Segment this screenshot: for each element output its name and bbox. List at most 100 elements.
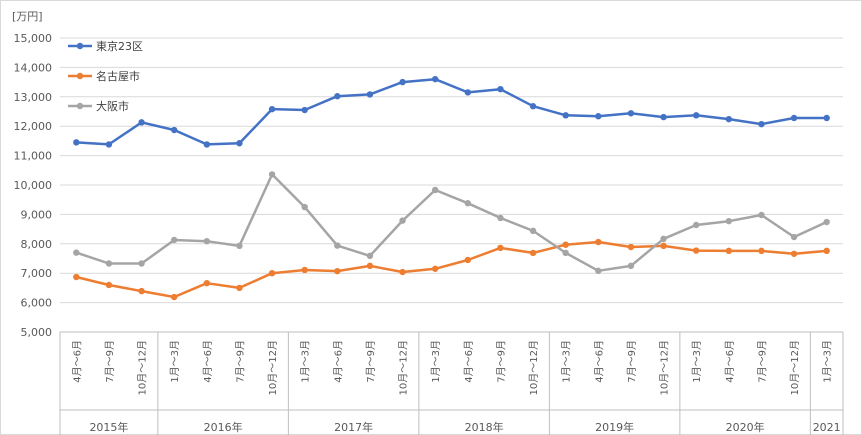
x-year-label: 2017年 bbox=[334, 420, 373, 434]
series-line bbox=[76, 240, 827, 299]
series-group bbox=[73, 238, 830, 301]
data-point bbox=[595, 267, 602, 275]
data-point bbox=[627, 110, 635, 117]
y-tick-label: 13,000 bbox=[14, 91, 53, 104]
data-point bbox=[725, 247, 733, 255]
data-point bbox=[595, 113, 602, 120]
data-point bbox=[725, 115, 733, 123]
x-tick-label: 1月～3月 bbox=[169, 340, 181, 383]
y-tick-label: 6,000 bbox=[21, 297, 53, 310]
x-tick-label: 4月～6月 bbox=[724, 340, 736, 383]
data-point bbox=[595, 238, 602, 246]
data-point bbox=[790, 250, 798, 257]
data-point bbox=[790, 114, 798, 122]
x-tick-label: 1月～3月 bbox=[822, 340, 834, 383]
data-point bbox=[301, 203, 308, 211]
data-point bbox=[464, 256, 472, 264]
legend-label: 東京23区 bbox=[96, 39, 143, 53]
data-point bbox=[562, 241, 569, 248]
data-point bbox=[301, 106, 308, 114]
data-point bbox=[334, 242, 341, 249]
y-unit-label: [万円] bbox=[12, 10, 43, 23]
data-point bbox=[431, 186, 439, 194]
data-point bbox=[660, 113, 667, 121]
data-point bbox=[758, 247, 765, 255]
x-tick-label: 7月～9月 bbox=[756, 340, 768, 383]
data-point bbox=[529, 227, 537, 235]
x-tick-label: 1月～3月 bbox=[300, 340, 312, 383]
data-point bbox=[73, 249, 80, 256]
x-tick-label: 1月～3月 bbox=[691, 340, 703, 383]
data-point bbox=[823, 247, 830, 255]
data-point bbox=[399, 268, 406, 276]
y-tick-label: 15,000 bbox=[14, 32, 53, 45]
data-point bbox=[497, 244, 504, 252]
data-point bbox=[497, 85, 504, 93]
data-point bbox=[758, 120, 765, 128]
data-point bbox=[431, 265, 439, 272]
data-point bbox=[431, 75, 439, 83]
data-point bbox=[692, 112, 700, 119]
x-tick-label: 4月～6月 bbox=[593, 340, 605, 383]
data-point bbox=[203, 237, 211, 245]
x-tick-label: 4月～6月 bbox=[202, 340, 214, 383]
data-point bbox=[562, 112, 569, 119]
x-tick-label: 10月～12月 bbox=[659, 340, 671, 395]
data-point bbox=[268, 105, 276, 113]
x-year-label: 2020年 bbox=[726, 420, 765, 434]
data-point bbox=[823, 114, 830, 122]
data-point bbox=[170, 126, 178, 134]
data-point bbox=[399, 217, 406, 224]
data-point bbox=[529, 103, 537, 110]
x-year-label: 2015年 bbox=[89, 420, 128, 434]
x-tick-label: 7月～9月 bbox=[495, 340, 507, 383]
data-point bbox=[692, 247, 700, 254]
data-point bbox=[301, 266, 308, 274]
x-axis: 4月～6月 7月～9月 10月～12月 1月～3月 4月～6月 7月～9月 10月～12月 1… bbox=[59, 331, 844, 435]
data-point bbox=[366, 91, 374, 98]
data-point bbox=[105, 141, 113, 148]
data-point bbox=[73, 139, 80, 146]
y-tick-label: 10,000 bbox=[14, 179, 53, 192]
legend-label: 大阪市 bbox=[96, 99, 129, 113]
legend-swatch-marker bbox=[76, 102, 84, 110]
data-point bbox=[334, 267, 341, 275]
data-point bbox=[73, 273, 80, 281]
data-point bbox=[660, 235, 667, 243]
data-point bbox=[529, 249, 537, 257]
series-group bbox=[73, 75, 830, 148]
data-point bbox=[399, 78, 406, 86]
series-lines bbox=[73, 75, 830, 301]
data-point bbox=[203, 141, 211, 148]
x-tick-label: 4月～6月 bbox=[463, 340, 475, 383]
data-point bbox=[203, 279, 211, 287]
data-point bbox=[138, 119, 145, 126]
x-tick-label: 4月～6月 bbox=[71, 340, 83, 383]
series-line bbox=[75, 173, 828, 273]
series-line bbox=[76, 77, 827, 146]
data-point bbox=[627, 262, 635, 270]
x-year-label: 2021 bbox=[813, 421, 841, 434]
data-point bbox=[268, 171, 276, 178]
data-point bbox=[236, 140, 243, 147]
x-tick-label: 7月～9月 bbox=[234, 340, 246, 383]
data-point bbox=[236, 242, 243, 250]
x-tick-label: 7月～9月 bbox=[365, 340, 377, 383]
data-point bbox=[692, 221, 700, 229]
data-point bbox=[823, 218, 830, 226]
y-tick-label: 12,000 bbox=[14, 120, 53, 133]
data-point bbox=[366, 262, 374, 270]
y-axis-ticks: 5,000 6,000 7,000 8,000 9,000 10,000 11,000 12,… bbox=[14, 32, 53, 339]
x-tick-label: 7月～9月 bbox=[104, 340, 116, 383]
data-point bbox=[334, 93, 341, 100]
x-tick-label: 7月～9月 bbox=[626, 340, 638, 383]
x-tick-label: 4月～6月 bbox=[332, 340, 344, 383]
data-point bbox=[170, 293, 178, 301]
data-point bbox=[758, 211, 765, 219]
y-tick-label: 8,000 bbox=[21, 238, 53, 251]
x-year-label: 2018年 bbox=[465, 420, 504, 434]
data-point bbox=[236, 284, 243, 292]
data-point bbox=[138, 287, 145, 295]
